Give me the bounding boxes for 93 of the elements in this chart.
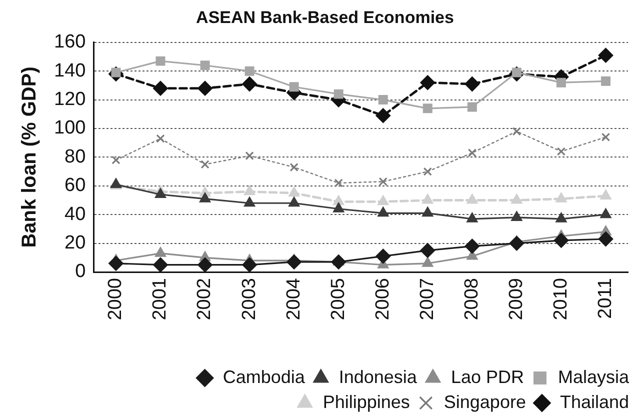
point xyxy=(510,194,522,204)
point xyxy=(244,196,256,207)
x-tick-label: 2001 xyxy=(150,278,171,320)
point xyxy=(200,160,210,169)
y-tick-label: 60 xyxy=(64,175,86,196)
point xyxy=(600,208,612,218)
point xyxy=(154,246,166,257)
point xyxy=(466,212,478,222)
point xyxy=(464,76,480,92)
x-tick-label: 2006 xyxy=(372,278,394,320)
point xyxy=(332,195,344,206)
x-tick-label: 2011 xyxy=(594,278,616,319)
legend-label: Philippines xyxy=(322,392,410,412)
point xyxy=(556,192,567,202)
point xyxy=(598,48,614,63)
point xyxy=(200,60,210,70)
point xyxy=(198,80,213,96)
point xyxy=(112,156,120,164)
point xyxy=(244,66,254,76)
point xyxy=(288,186,300,197)
point xyxy=(556,212,567,222)
y-tick-label: 0 xyxy=(75,261,86,282)
point xyxy=(600,189,612,200)
x-tick-label: 2003 xyxy=(238,278,260,320)
point xyxy=(378,177,388,186)
point xyxy=(242,257,258,272)
point xyxy=(334,178,343,188)
legend-label: Singapore xyxy=(444,392,526,412)
point xyxy=(198,257,213,272)
point xyxy=(556,78,566,88)
point xyxy=(289,82,299,92)
x-tick-label: 2008 xyxy=(461,278,482,320)
y-tick-label: 20 xyxy=(64,232,86,254)
point xyxy=(422,256,434,267)
point xyxy=(290,162,298,172)
point xyxy=(510,210,522,221)
point xyxy=(288,196,300,207)
point xyxy=(286,254,302,270)
y-tick-label: 80 xyxy=(64,146,86,168)
point xyxy=(466,194,478,204)
point xyxy=(378,95,388,105)
y-tick-label: 120 xyxy=(54,89,86,110)
x-tick-label: 2005 xyxy=(328,278,349,320)
point xyxy=(377,206,389,217)
y-tick-label: 140 xyxy=(54,60,86,82)
point xyxy=(152,257,168,272)
point xyxy=(332,202,344,212)
point xyxy=(468,148,476,158)
point xyxy=(331,254,346,270)
point xyxy=(108,256,124,271)
point xyxy=(423,167,432,176)
point xyxy=(598,231,614,246)
legend-label: Malaysia xyxy=(558,366,630,387)
point xyxy=(334,89,344,99)
legend-label: Thailand xyxy=(560,392,629,412)
chart-title: ASEAN Bank-Based Economies xyxy=(196,8,454,27)
y-axis-title: Bank loan (% GDP) xyxy=(18,66,41,248)
point xyxy=(376,108,391,124)
point xyxy=(242,76,258,92)
x-tick-label: 2002 xyxy=(194,278,216,320)
point xyxy=(244,185,256,196)
point xyxy=(422,194,434,204)
point xyxy=(377,195,389,206)
point xyxy=(600,76,610,86)
point xyxy=(245,151,254,160)
x-tick-label: 2000 xyxy=(105,278,126,320)
y-tick-label: 160 xyxy=(54,32,86,53)
point xyxy=(509,236,524,251)
y-tick-label: 40 xyxy=(64,204,86,225)
y-tick-label: 100 xyxy=(54,118,86,139)
x-tick-label: 2009 xyxy=(506,278,527,320)
point xyxy=(420,242,436,258)
legend-label: Cambodia xyxy=(222,366,306,387)
point xyxy=(156,56,166,66)
x-tick-label: 2007 xyxy=(416,278,438,320)
point xyxy=(601,132,610,142)
point xyxy=(199,192,211,202)
point xyxy=(152,80,168,96)
point xyxy=(512,127,522,136)
point xyxy=(464,238,480,254)
point xyxy=(376,248,391,264)
legend-label: Indonesia xyxy=(338,366,418,387)
point xyxy=(154,188,166,198)
point xyxy=(422,104,432,114)
point xyxy=(420,75,436,90)
point xyxy=(467,102,477,112)
point xyxy=(554,232,569,248)
point xyxy=(556,147,566,156)
x-tick-label: 2010 xyxy=(550,278,572,320)
point xyxy=(422,206,434,217)
point xyxy=(156,134,165,143)
legend-label: Lao PDR xyxy=(450,366,524,387)
x-tick-label: 2004 xyxy=(283,278,304,320)
